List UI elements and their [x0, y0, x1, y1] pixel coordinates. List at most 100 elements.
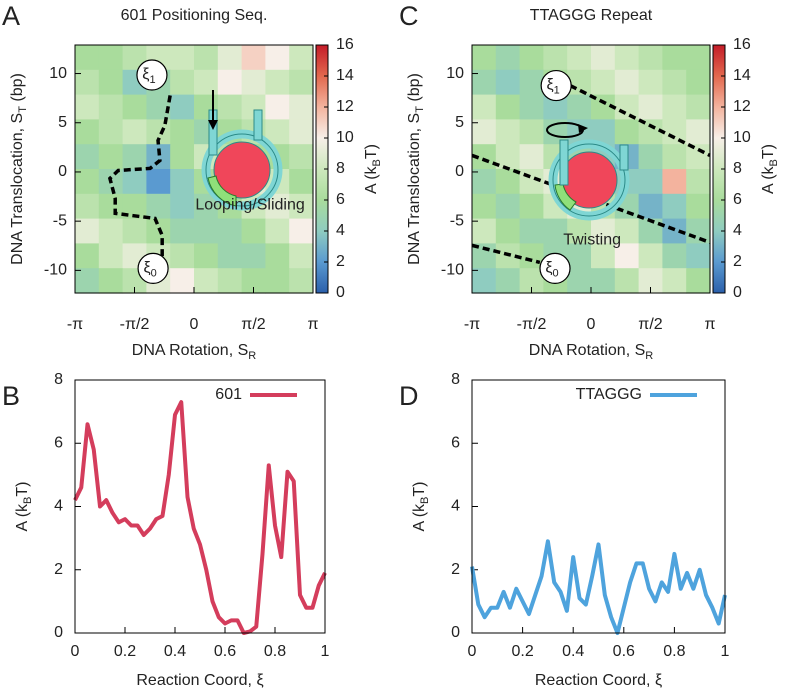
annotation-circle: [540, 69, 572, 102]
heatmap-cell: [686, 268, 711, 294]
heatmap-cell: [170, 193, 195, 220]
heatmap-cell: [241, 69, 266, 96]
heatmap-cell: [472, 193, 497, 220]
annotation-part: ξ: [142, 66, 149, 83]
y-axis-label: A (kBT): [411, 481, 431, 531]
heatmap-cell: [567, 94, 592, 120]
nucleosome-icon-c: [546, 122, 630, 221]
annotation-part: 0: [151, 267, 157, 279]
y-axis-label-part: A (k: [14, 503, 31, 532]
colorbar-tick-label: 16: [336, 36, 354, 53]
heatmap-cell: [289, 144, 314, 170]
chart-title: 601 Positioning Seq.: [121, 7, 268, 24]
heatmap-cell: [75, 243, 100, 269]
heatmap-cell: [75, 119, 100, 145]
heatmap-cell: [472, 94, 497, 120]
chart-title: TTAGGG Repeat: [530, 7, 653, 24]
annotation-part: 1: [554, 84, 560, 96]
plot-frame: [471, 379, 726, 634]
y-axis-label-part: A (k: [411, 503, 428, 532]
colorbar-tick-label: 6: [733, 191, 742, 208]
heatmap-cell: [543, 218, 568, 244]
y-axis-label-part: T): [411, 481, 428, 496]
y-tick-label: 0: [455, 163, 464, 180]
annotation: ξ1: [142, 66, 155, 86]
colorbar-tick-label: 0: [733, 284, 742, 301]
heatmap-cell: [75, 169, 100, 195]
y-axis-label-part: B: [22, 497, 34, 504]
heatmap-cell: [638, 193, 663, 220]
x-axis-label: DNA Rotation, SR: [132, 342, 257, 362]
y-tick-label: 2: [451, 561, 460, 578]
heatmap-cell: [122, 119, 147, 145]
heatmap-cell: [495, 193, 521, 220]
panel-letter: D: [399, 381, 419, 411]
heatmap-cell: [265, 94, 290, 120]
x-tick-label: 0.6: [613, 643, 635, 660]
heatmap-cell: [519, 69, 544, 96]
heatmap-cell: [519, 45, 544, 71]
heatmap-cell: [265, 218, 290, 244]
heatmap-cell: [638, 94, 663, 120]
heatmap-cell: [170, 268, 195, 294]
colorbar-label: A (kBT): [760, 144, 780, 194]
heatmap-cell: [614, 268, 640, 294]
heatmap-cell: [217, 243, 243, 269]
heatmap-cell: [98, 94, 124, 120]
x-tick-label: 0.8: [663, 643, 685, 660]
heatmap-cell: [543, 45, 568, 71]
heatmap-cell: [472, 218, 497, 244]
x-tick-label: 0.4: [164, 643, 186, 660]
colorbar-tick-label: 8: [336, 160, 345, 177]
colorbar-tick-label: 16: [733, 36, 751, 53]
annotation: ξ1: [547, 77, 560, 97]
colorbar-label-part: B: [371, 159, 383, 166]
colorbar-tick-label: 14: [733, 67, 751, 84]
y-tick-label: 0: [58, 163, 67, 180]
heatmap-cell: [614, 45, 640, 71]
colorbar-label-part: A (k: [363, 165, 380, 194]
annotation-part: 0: [553, 267, 559, 279]
y-tick-label: -10: [441, 262, 464, 279]
y-tick-label: 2: [54, 561, 63, 578]
legend-label: TTAGGG: [576, 386, 642, 403]
colorbar-tick-label: 14: [336, 67, 354, 84]
heatmap-cell: [98, 193, 124, 220]
heatmap-cell: [519, 119, 544, 145]
y-tick-label: 5: [455, 114, 464, 131]
heatmap-cell: [289, 268, 314, 294]
y-axis-label-part: B: [419, 497, 431, 504]
heatmap-cell: [146, 169, 171, 195]
colorbar-tick-label: 4: [336, 222, 345, 239]
heatmap-cell: [686, 243, 711, 269]
heatmap-cell: [686, 193, 711, 220]
annotation-part: ξ: [143, 260, 150, 277]
heatmap-cell: [591, 45, 616, 71]
heatmap-cell: [686, 169, 711, 195]
heatmap-cell: [495, 218, 521, 244]
y-tick-label: 8: [451, 371, 460, 388]
heatmap-cell: [289, 193, 314, 220]
heatmap-cell: [98, 45, 124, 71]
heatmap-cell: [170, 45, 195, 71]
heatmap-cell: [217, 45, 243, 71]
heatmap-cell: [638, 169, 663, 195]
heatmap-cell: [662, 169, 687, 195]
heatmap-cell: [591, 69, 616, 96]
heatmap-cell: [170, 119, 195, 145]
x-tick-label: 0.2: [114, 643, 136, 660]
x-tick-label: 0.2: [511, 643, 533, 660]
annotation-part: ξ: [545, 260, 552, 277]
heatmap-cell: [98, 144, 124, 170]
x-tick-label: 1: [321, 643, 330, 660]
heatmap-cell: [194, 69, 219, 96]
plot-frame: [74, 379, 326, 634]
heatmap-cell: [98, 218, 124, 244]
heatmap-cell: [289, 94, 314, 120]
heatmap-cell: [495, 94, 521, 120]
y-tick-label: -5: [53, 212, 67, 229]
y-axis-label-part: T: [414, 106, 426, 113]
y-tick-label: -5: [450, 212, 464, 229]
heatmap-cell: [614, 218, 640, 244]
